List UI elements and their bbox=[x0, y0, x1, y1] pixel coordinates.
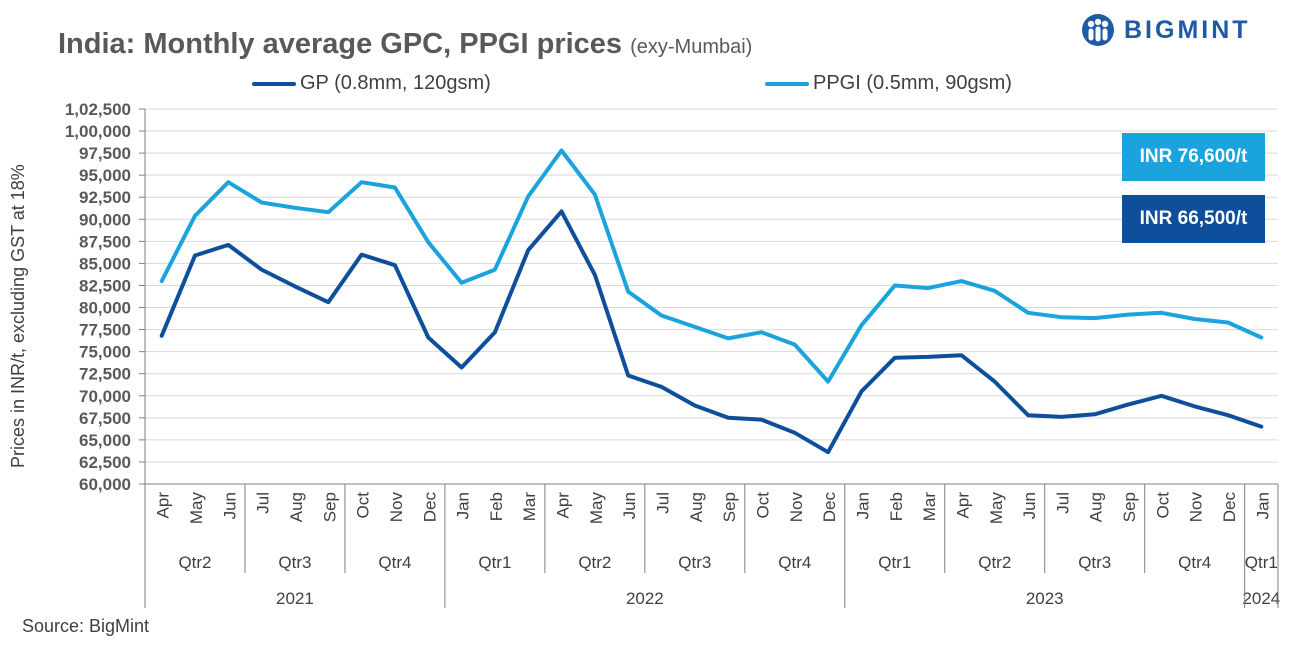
bigmint-logo: BIGMINT bbox=[1080, 10, 1251, 50]
x-tick-label-month: Nov bbox=[787, 492, 806, 523]
x-tick-label-month: Aug bbox=[1087, 492, 1106, 522]
x-quarter-label: Qtr4 bbox=[778, 553, 811, 572]
x-tick-label-month: May bbox=[987, 492, 1006, 525]
series-line-ppgi bbox=[159, 148, 1264, 384]
x-quarter-label: Qtr1 bbox=[878, 553, 911, 572]
gp-last-value-callout: INR 66,500/t bbox=[1122, 195, 1265, 243]
x-tick-label-month: Sep bbox=[320, 492, 339, 522]
legend-ppgi-label: PPGI (0.5mm, 90gsm) bbox=[813, 72, 1012, 94]
x-tick-label-month: Apr bbox=[154, 492, 173, 519]
y-tick-label: 60,000 bbox=[79, 475, 131, 494]
x-tick-label-month: Feb bbox=[487, 492, 506, 521]
legend-ppgi-swatch bbox=[765, 81, 809, 86]
chart-title: India: Monthly average GPC, PPGI prices … bbox=[58, 28, 752, 61]
legend-gp-swatch bbox=[252, 81, 296, 86]
x-tick-label-month: Jan bbox=[853, 492, 872, 519]
x-tick-label-month: Dec bbox=[1220, 492, 1239, 523]
x-tick-label-month: Jan bbox=[454, 492, 473, 519]
y-tick-label: 82,500 bbox=[79, 276, 131, 295]
y-tick-label: 85,000 bbox=[79, 254, 131, 273]
bigmint-logo-icon bbox=[1082, 14, 1114, 46]
x-tick-label-month: Aug bbox=[687, 492, 706, 522]
chart-subtitle: (exy-Mumbai) bbox=[630, 36, 753, 58]
y-tick-label: 77,500 bbox=[79, 321, 131, 340]
x-year-label: 2023 bbox=[1026, 589, 1064, 608]
x-tick-label-month: Apr bbox=[953, 492, 972, 519]
x-year-label: 2022 bbox=[626, 589, 664, 608]
legend-gp: GP (0.8mm, 120gsm) bbox=[252, 72, 491, 95]
x-quarter-label: Qtr1 bbox=[478, 553, 511, 572]
y-tick-label: 97,500 bbox=[79, 144, 131, 163]
y-tick-label: 67,500 bbox=[79, 409, 131, 428]
chart-title-text: India: Monthly average GPC, PPGI prices bbox=[58, 28, 623, 60]
x-quarter-label: Qtr2 bbox=[978, 553, 1011, 572]
x-tick-label-month: Jul bbox=[654, 492, 673, 514]
x-tick-label-month: May bbox=[587, 492, 606, 525]
y-tick-label: 75,000 bbox=[79, 343, 131, 362]
x-tick-label-month: Mar bbox=[520, 492, 539, 522]
x-tick-label-month: Mar bbox=[920, 492, 939, 522]
y-tick-label: 72,500 bbox=[79, 365, 131, 384]
x-tick-label-month: May bbox=[187, 492, 206, 525]
x-tick-label-month: Feb bbox=[887, 492, 906, 521]
x-tick-label-month: Oct bbox=[753, 492, 772, 519]
y-tick-label: 87,500 bbox=[79, 232, 131, 251]
logo-text: BIGMINT bbox=[1124, 15, 1251, 44]
y-tick-label: 80,000 bbox=[79, 299, 131, 318]
source-note: Source: BigMint bbox=[22, 616, 150, 636]
x-tick-label-month: Sep bbox=[720, 492, 739, 522]
x-tick-label-month: Nov bbox=[387, 492, 406, 523]
legend-ppgi: PPGI (0.5mm, 90gsm) bbox=[765, 72, 1012, 95]
x-year-label: 2024 bbox=[1242, 589, 1280, 608]
x-tick-label-month: Oct bbox=[354, 492, 373, 519]
x-tick-label-month: Nov bbox=[1187, 492, 1206, 523]
x-tick-label-month: Jun bbox=[220, 492, 239, 519]
y-tick-label: 1,00,000 bbox=[65, 122, 131, 141]
series-line-gp bbox=[159, 209, 1264, 455]
x-tick-label-month: Oct bbox=[1153, 492, 1172, 519]
x-tick-label-month: Sep bbox=[1120, 492, 1139, 522]
x-quarter-label: Qtr4 bbox=[378, 553, 411, 572]
x-tick-label-month: Jul bbox=[254, 492, 273, 514]
x-tick-label-month: Aug bbox=[287, 492, 306, 522]
x-tick-label-month: Dec bbox=[820, 492, 839, 523]
x-tick-label-month: Jun bbox=[620, 492, 639, 519]
x-year-label: 2021 bbox=[276, 589, 314, 608]
y-tick-label: 92,500 bbox=[79, 188, 131, 207]
y-tick-label: 70,000 bbox=[79, 387, 131, 406]
x-tick-label-month: Apr bbox=[554, 492, 573, 519]
x-quarter-label: Qtr1 bbox=[1245, 553, 1278, 572]
x-quarter-label: Qtr2 bbox=[178, 553, 211, 572]
legend-gp-label: GP (0.8mm, 120gsm) bbox=[300, 72, 491, 94]
y-tick-label: 90,000 bbox=[79, 210, 131, 229]
x-quarter-label: Qtr3 bbox=[1078, 553, 1111, 572]
x-quarter-label: Qtr4 bbox=[1178, 553, 1211, 572]
x-tick-label-month: Jan bbox=[1253, 492, 1272, 519]
x-tick-label-month: Dec bbox=[420, 492, 439, 523]
x-quarter-label: Qtr3 bbox=[278, 553, 311, 572]
x-tick-label-month: Jul bbox=[1053, 492, 1072, 514]
x-quarter-label: Qtr2 bbox=[578, 553, 611, 572]
y-tick-label: 65,000 bbox=[79, 431, 131, 450]
y-tick-label: 95,000 bbox=[79, 166, 131, 185]
y-tick-label: 1,02,500 bbox=[65, 100, 131, 119]
y-tick-label: 62,500 bbox=[79, 453, 131, 472]
ppgi-last-value-callout: INR 76,600/t bbox=[1122, 133, 1265, 181]
x-tick-label-month: Jun bbox=[1020, 492, 1039, 519]
x-quarter-label: Qtr3 bbox=[678, 553, 711, 572]
